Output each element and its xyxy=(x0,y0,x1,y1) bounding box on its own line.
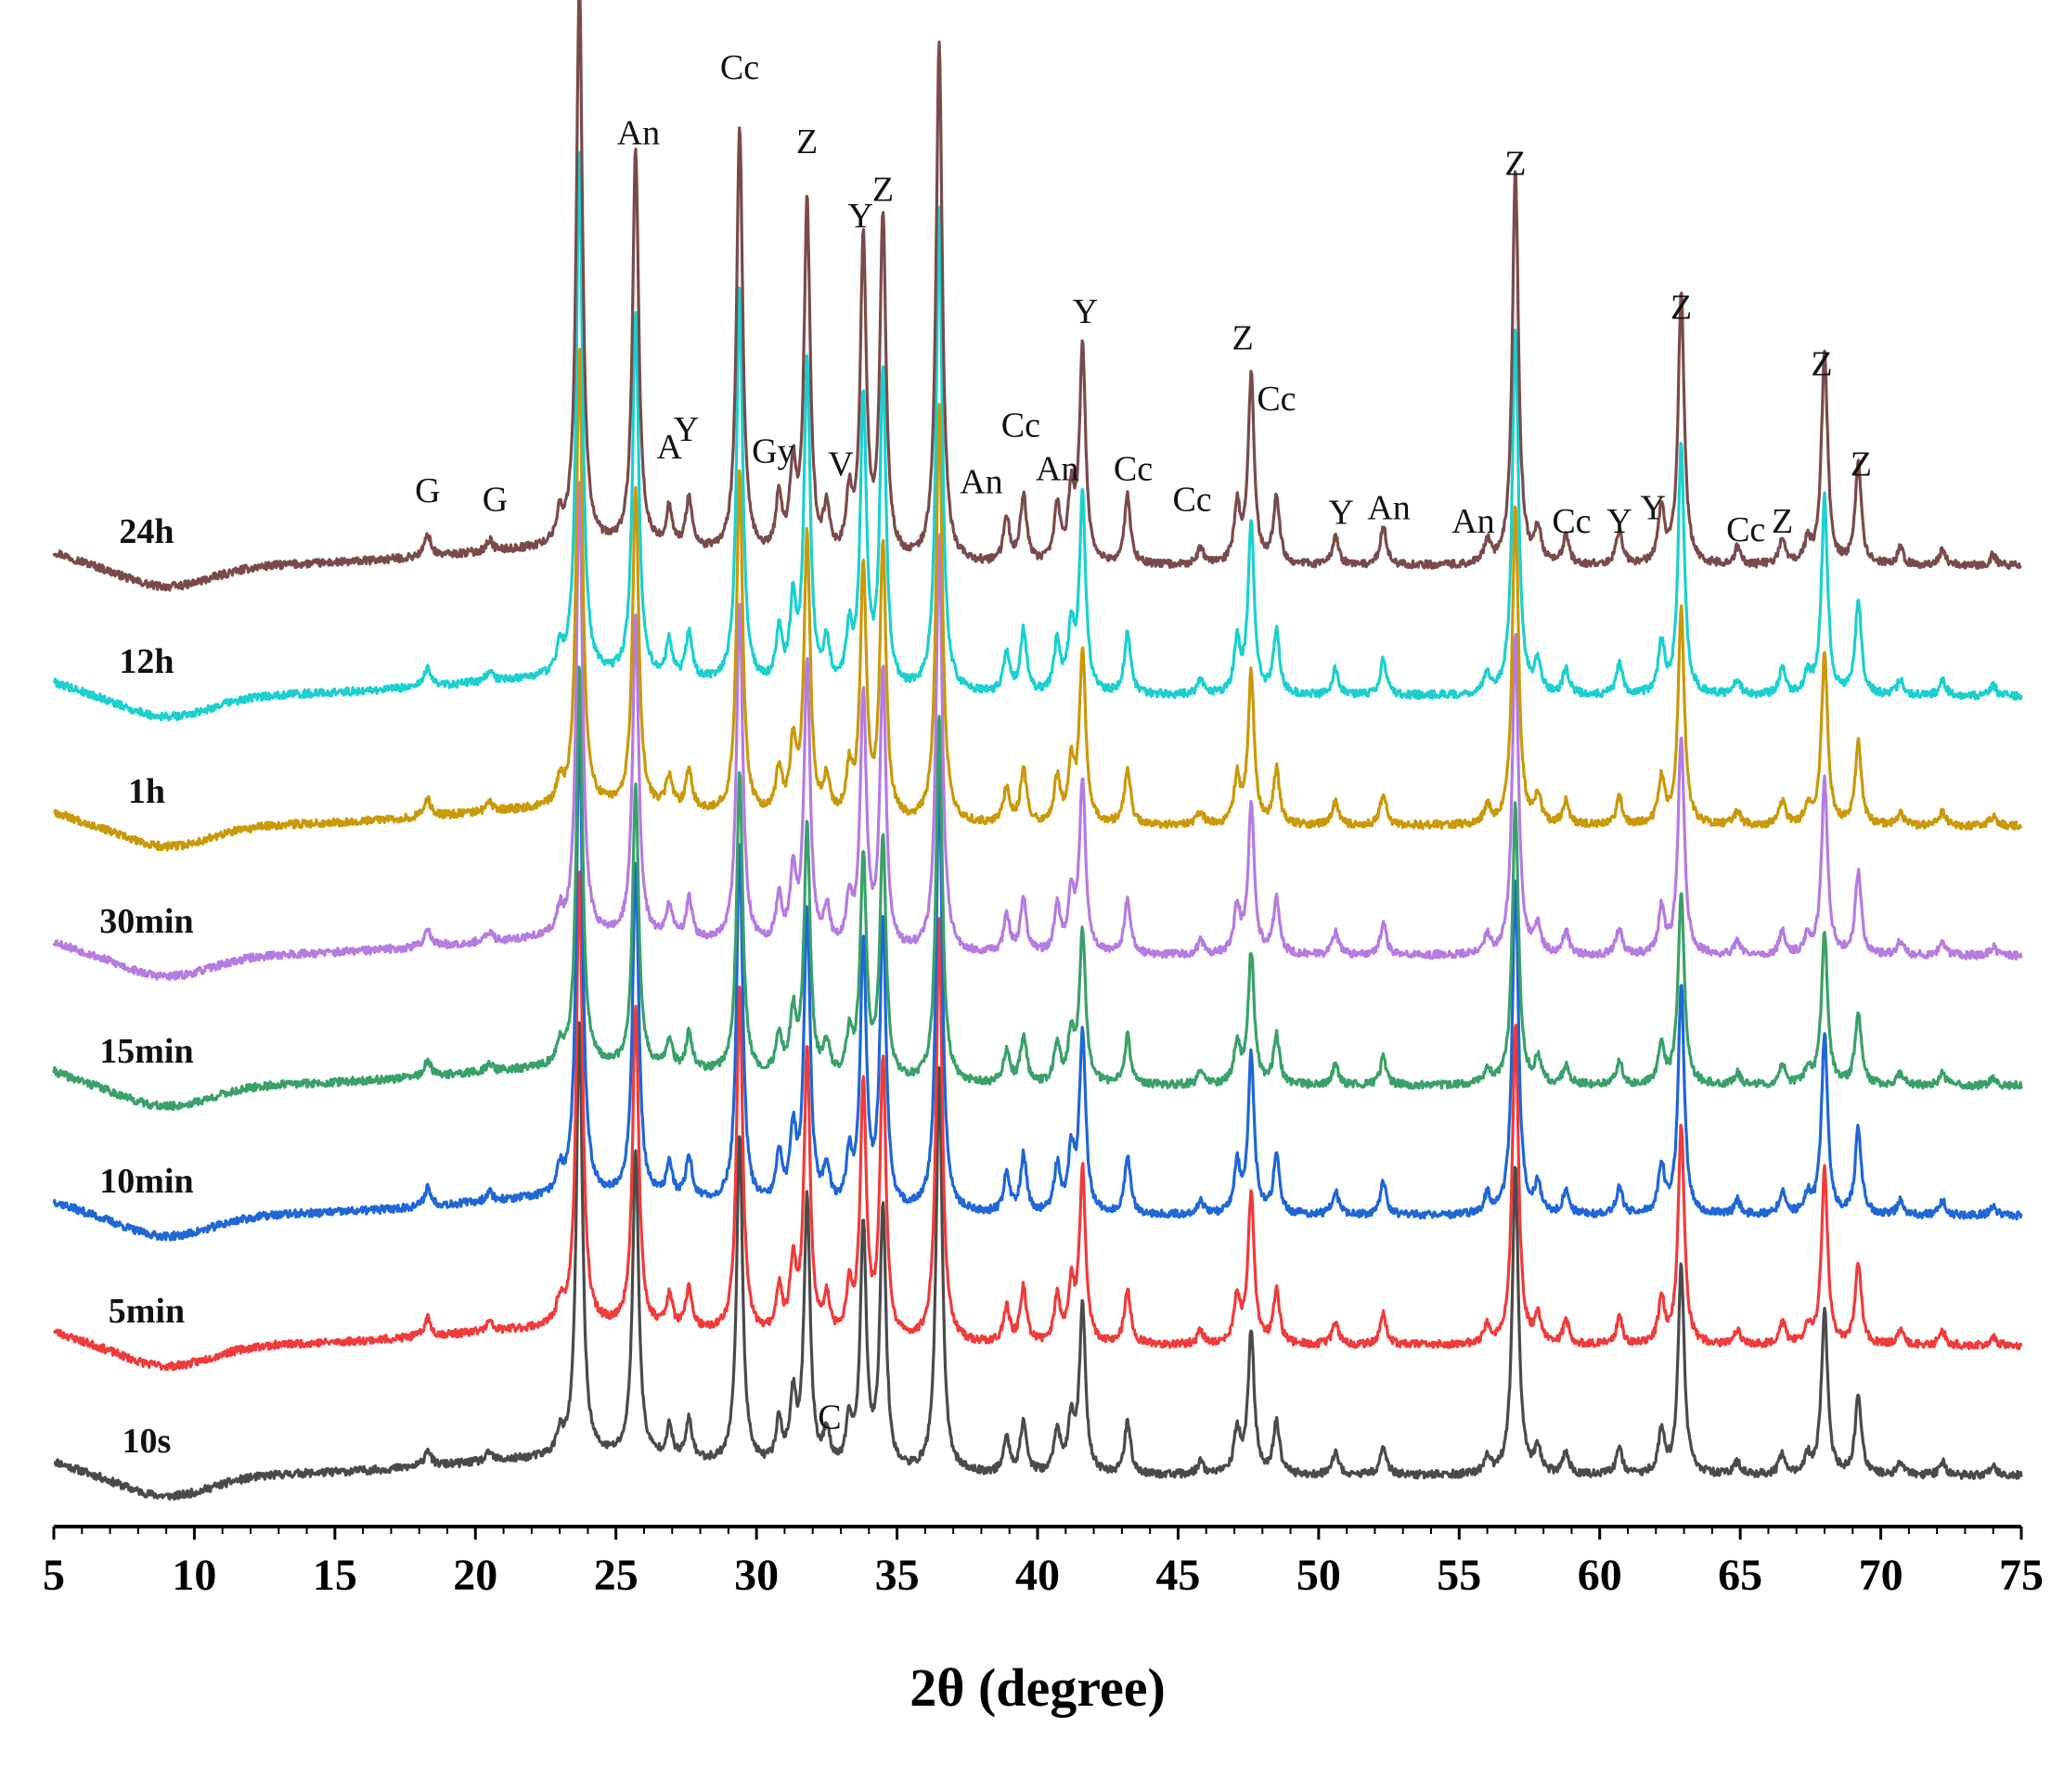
series-line-10s xyxy=(53,1021,2023,1502)
x-tick-label-75: 75 xyxy=(1999,1551,2044,1600)
series-label-10min: 10min xyxy=(99,1162,193,1201)
x-tick-label-25: 25 xyxy=(594,1551,639,1600)
x-tick-label-10: 10 xyxy=(172,1551,216,1600)
x-tick-label-65: 65 xyxy=(1718,1551,1762,1600)
peak-label-z: Z xyxy=(1504,144,1526,183)
series-line-15min xyxy=(52,665,2023,1112)
peak-label-c: C xyxy=(818,1399,841,1437)
x-ticks: 5 10 15 20 25 30 35 40 45 50 55 60 65 70 75 xyxy=(43,1527,2044,1600)
peak-label-cc: Cc xyxy=(1001,406,1040,445)
peak-label-cc: Cc xyxy=(1172,480,1211,519)
peak-label-g: G xyxy=(483,480,508,519)
peak-label-z: Z xyxy=(1811,345,1832,384)
peak-label-z: Z xyxy=(1671,289,1692,328)
series-label-1h: 1h xyxy=(128,772,165,811)
series-line-10min xyxy=(52,716,2023,1242)
x-tick-label-30: 30 xyxy=(734,1551,779,1600)
series-group xyxy=(52,0,2023,1502)
x-tick-label-70: 70 xyxy=(1859,1551,1903,1600)
peak-label-z: Z xyxy=(1772,502,1793,541)
peak-label-y: Y xyxy=(847,197,872,236)
peak-label-y: Y xyxy=(1606,502,1632,541)
x-tick-label-35: 35 xyxy=(875,1551,920,1600)
series-line-5min xyxy=(52,870,2023,1372)
peak-label-cc: Cc xyxy=(1552,502,1591,541)
peak-label-a: A xyxy=(657,428,683,467)
peak-label-y: Y xyxy=(1073,292,1098,331)
peak-label-y: Y xyxy=(1641,489,1666,528)
series-line-24h xyxy=(52,0,2022,592)
x-tick-label-20: 20 xyxy=(453,1551,497,1600)
x-tick-label-45: 45 xyxy=(1155,1551,1200,1600)
series-label-10s: 10s xyxy=(123,1422,172,1461)
series-label-group: 10s 5min 10min 15min 30min 1h 12h 24h xyxy=(99,512,193,1461)
peak-label-an: An xyxy=(1367,489,1410,528)
series-label-12h: 12h xyxy=(119,642,174,681)
series-line-30min xyxy=(52,481,2023,982)
x-tick-label-55: 55 xyxy=(1437,1551,1481,1600)
peak-label-cc: Cc xyxy=(720,48,759,87)
peak-label-y: Y xyxy=(1328,493,1353,532)
series-label-30min: 30min xyxy=(99,902,193,941)
peak-label-an: An xyxy=(617,114,660,153)
peak-label-z: Z xyxy=(796,122,818,161)
peak-label-g: G xyxy=(415,471,440,510)
x-tick-label-40: 40 xyxy=(1015,1551,1060,1600)
peak-label-v: V xyxy=(828,445,854,484)
peak-label-cc: Cc xyxy=(1257,380,1296,419)
series-label-5min: 5min xyxy=(109,1292,185,1331)
peak-label-z: Z xyxy=(872,171,894,210)
peak-label-z: Z xyxy=(1851,445,1872,484)
series-label-24h: 24h xyxy=(119,512,174,551)
peak-label-an: An xyxy=(1451,502,1494,541)
peak-label-cc: Cc xyxy=(1726,510,1765,549)
series-line-1h xyxy=(53,347,2023,852)
series-label-15min: 15min xyxy=(99,1032,193,1071)
x-tick-label-60: 60 xyxy=(1578,1551,1622,1600)
annotation-group: GGYAnAYCcGyZVYZZAnCcAnYCcCcZCcYAnAnZCcYY… xyxy=(415,48,1872,1437)
x-tick-label-5: 5 xyxy=(43,1551,65,1600)
x-tick-label-15: 15 xyxy=(313,1551,357,1600)
peak-label-y: Y xyxy=(674,410,699,449)
peak-label-z: Z xyxy=(1232,318,1253,357)
x-axis-title: 2θ (degree) xyxy=(909,1657,1166,1718)
peak-label-cc: Cc xyxy=(1114,449,1153,488)
peak-label-gy: Gy xyxy=(752,432,794,471)
peak-label-an: An xyxy=(1036,449,1078,488)
peak-label-an: An xyxy=(960,463,1002,502)
series-line-12h xyxy=(52,150,2023,722)
x-tick-label-50: 50 xyxy=(1296,1551,1341,1600)
